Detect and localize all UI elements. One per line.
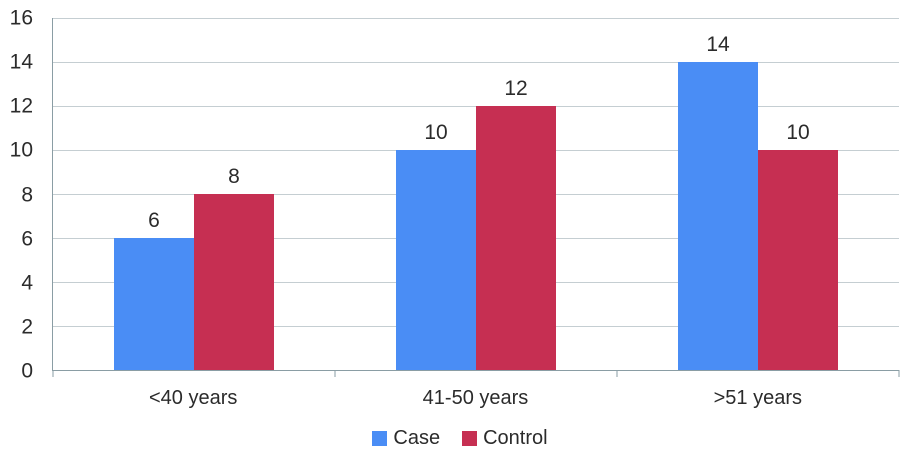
legend-label: Case [393, 427, 441, 449]
bar-control: 8 [194, 166, 274, 370]
bar-control: 12 [476, 78, 556, 370]
bar-group: 14 10 [617, 18, 899, 370]
legend-label: Control [483, 427, 548, 449]
x-axis-tick [334, 370, 336, 377]
y-axis: 0 2 4 6 8 10 12 14 16 [0, 8, 52, 382]
y-tick-label: 12 [9, 94, 33, 118]
bar-case: 10 [396, 122, 476, 370]
bar-value-label: 6 [148, 209, 160, 232]
bar-value-label: 10 [424, 121, 448, 144]
bar-groups: 6 8 10 12 14 10 [53, 18, 899, 370]
bar-value-label: 8 [228, 165, 240, 188]
plot-area: 6 8 10 12 14 10 [52, 18, 900, 377]
y-tick-label: 0 [21, 359, 33, 383]
gridline [53, 62, 899, 63]
gridline [53, 18, 899, 19]
legend-item-case: Case [372, 428, 440, 448]
bar-group: 10 12 [335, 18, 617, 370]
legend-item-control: Control [462, 427, 548, 449]
y-tick-label: 6 [21, 227, 33, 251]
x-category-label: <40 years [148, 387, 238, 409]
y-tick-label: 16 [9, 6, 33, 30]
bar-case: 14 [678, 34, 758, 370]
x-category-label: >51 years [713, 387, 803, 409]
bar-value-label: 10 [786, 121, 810, 144]
x-category-label: 41-50 years [422, 387, 529, 409]
y-tick-label: 14 [9, 50, 33, 74]
bar-value-label: 14 [706, 33, 730, 56]
legend-swatch-control [462, 430, 478, 446]
bar-pair: 10 12 [335, 18, 617, 370]
x-axis-tick [52, 370, 54, 377]
bar-case: 6 [114, 210, 194, 370]
x-axis-labels: <40 years 41-50 years >51 years [52, 387, 899, 410]
y-tick-label: 4 [21, 271, 33, 295]
plot-row: 0 2 4 6 8 10 12 14 16 6 8 10 12 14 10 [0, 8, 900, 382]
y-tick-label: 2 [21, 315, 33, 339]
x-axis-tick [898, 370, 900, 377]
y-tick-label: 10 [9, 138, 33, 162]
x-axis-tick [616, 370, 618, 377]
legend-swatch-case [372, 430, 388, 446]
y-tick-label: 8 [21, 183, 33, 206]
legend: Case Control [0, 428, 920, 448]
bar-pair: 14 10 [617, 18, 899, 370]
bar-control: 10 [758, 122, 838, 370]
bar-value-label: 12 [504, 77, 528, 100]
